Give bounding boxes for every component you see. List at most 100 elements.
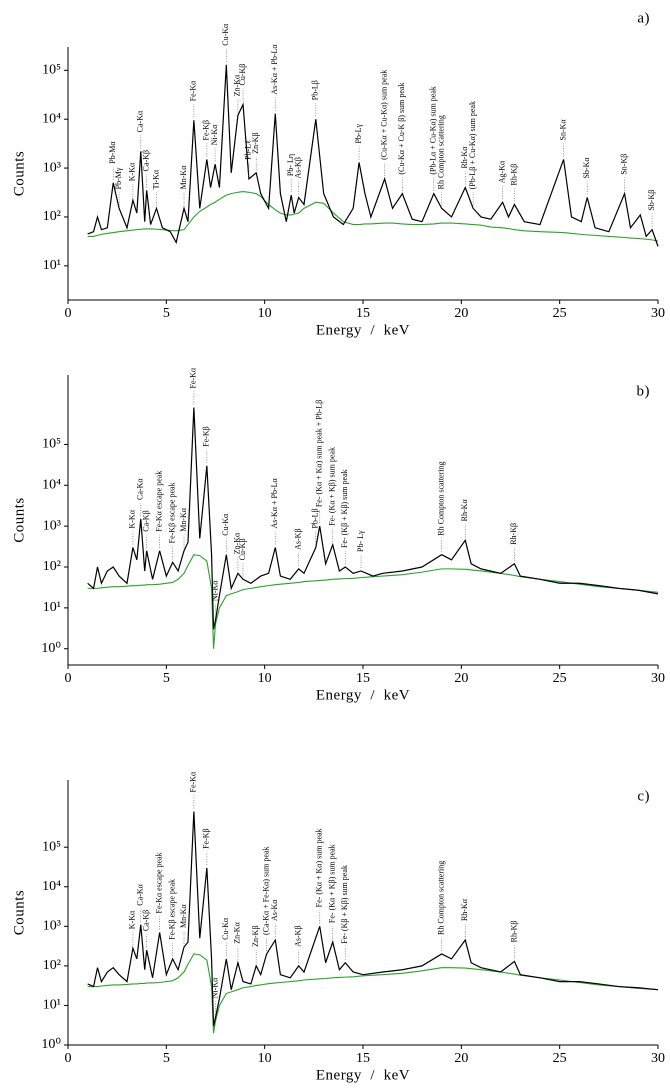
peak-label: Fe-Kα escape peak bbox=[154, 471, 163, 532]
peak-label: Ti-Kα bbox=[151, 169, 160, 189]
x-tick-label: 5 bbox=[163, 671, 170, 686]
spectrum-line bbox=[87, 64, 659, 247]
peak-label: Pb-Lβ bbox=[311, 80, 320, 100]
peak-label: Sb-Kα bbox=[582, 157, 591, 179]
x-axis-label: Energy / keV bbox=[316, 322, 410, 338]
y-tick-label: 10⁴ bbox=[42, 879, 61, 894]
peak-label: As-Kβ bbox=[294, 157, 303, 178]
peak-label: Mn-Kα bbox=[179, 165, 188, 190]
peak-label: Pb-Lℓ bbox=[244, 140, 253, 160]
peak-label: Rh-Kα bbox=[460, 898, 469, 921]
y-tick-label: 10⁴ bbox=[42, 111, 61, 126]
y-tick-label: 10¹ bbox=[43, 258, 61, 273]
peak-label: Fe-Kα bbox=[189, 771, 198, 792]
background-line bbox=[87, 191, 659, 242]
peak-label: Rh-Kβ bbox=[509, 164, 518, 186]
peak-label: Fe- (Kβ + Kβ) sum peak bbox=[340, 469, 349, 548]
y-tick-label: 10⁵ bbox=[42, 437, 61, 452]
peak-label: Ca-Kα bbox=[136, 110, 145, 132]
y-tick-label: 10³ bbox=[43, 160, 61, 175]
peak-label: Fe- (Kα + Kβ) sum peak bbox=[328, 447, 337, 526]
peak-label: K-Kα bbox=[128, 162, 137, 181]
spectrum-line bbox=[87, 811, 659, 1027]
peak-label: Ni-Kα bbox=[210, 580, 219, 601]
peak-label: Rh Compton scattering bbox=[436, 115, 445, 189]
peak-label: Ca-Kα bbox=[136, 478, 145, 500]
peak-label: Cu-Kβ bbox=[238, 64, 247, 86]
x-tick-label: 0 bbox=[65, 306, 72, 321]
x-tick-label: 20 bbox=[454, 671, 468, 686]
y-tick-label: 10⁰ bbox=[41, 1037, 61, 1052]
peak-label: As-Kβ bbox=[294, 528, 303, 549]
peak-label: Cu-Kα bbox=[221, 917, 230, 940]
y-tick-label: 10¹ bbox=[43, 600, 61, 615]
peak-label: Zn-Kα bbox=[233, 74, 242, 96]
peak-label: Rh Compton scattering bbox=[436, 461, 445, 535]
y-axis-label: Counts bbox=[11, 890, 27, 936]
peak-label: Fe-Kα bbox=[189, 80, 198, 101]
y-tick-label: 10³ bbox=[43, 919, 61, 934]
peak-label: Sn-Kα bbox=[558, 119, 567, 141]
x-tick-label: 10 bbox=[258, 1051, 272, 1066]
peak-label: Ca-Kα bbox=[136, 883, 145, 905]
peak-label: Ni-Kα bbox=[210, 977, 219, 998]
peak-label: (Pb-Lβ + Cu-Kα) sum peak bbox=[468, 101, 477, 189]
peak-label: Fe-Kβ escape peak bbox=[167, 482, 176, 543]
peak-label: Ni-Kα bbox=[210, 124, 219, 145]
peak-label: (Pb-Lα + Cu-Kα) sum peak bbox=[429, 86, 438, 174]
x-tick-label: 30 bbox=[651, 1051, 665, 1066]
peak-label: Mn-Kα bbox=[179, 903, 188, 928]
y-tick-label: 10⁵ bbox=[42, 63, 61, 78]
x-tick-label: 25 bbox=[553, 306, 567, 321]
peak-label: As-Kβ bbox=[294, 925, 303, 946]
background-line bbox=[87, 953, 659, 1034]
peak-label: Pb- Lγ bbox=[356, 530, 365, 552]
peak-label: Rh-Kβ bbox=[509, 523, 518, 545]
peak-label: Fe-Kβ bbox=[202, 426, 211, 447]
x-tick-label: 30 bbox=[651, 306, 665, 321]
peak-label: Cu-Kβ bbox=[238, 538, 247, 560]
y-tick-label: 10² bbox=[43, 958, 61, 973]
panel-label: b) bbox=[637, 383, 651, 399]
x-tick-label: 25 bbox=[553, 671, 567, 686]
peak-label: Fe- (Kα + Kα) sum peak bbox=[315, 828, 324, 907]
peak-label: Pb-Mγ bbox=[114, 167, 123, 189]
x-tick-label: 5 bbox=[163, 306, 170, 321]
peak-label: Fe-Kα escape peak bbox=[154, 852, 163, 913]
peak-label: (Cu-Kα + Cu-Kα) sum peak bbox=[379, 70, 388, 160]
x-tick-label: 20 bbox=[454, 306, 468, 321]
y-tick-label: 10⁵ bbox=[42, 839, 61, 854]
peak-label: Ag-Kα bbox=[497, 160, 506, 183]
peak-label: Zn-Kα bbox=[233, 532, 242, 554]
peak-label: Pb-Lβ bbox=[311, 508, 320, 528]
peak-label: Sb-Kβ bbox=[647, 190, 656, 211]
peak-label: Zn-Kα bbox=[233, 921, 242, 943]
peak-label: K-Kα bbox=[128, 509, 137, 528]
x-tick-label: 0 bbox=[65, 1051, 72, 1066]
x-tick-label: 0 bbox=[65, 671, 72, 686]
peak-label: Fe-Kα bbox=[189, 367, 198, 388]
peak-label: Rh Compton scattering bbox=[436, 861, 445, 935]
peak-label: K-Kα bbox=[128, 910, 137, 929]
y-tick-label: 10⁴ bbox=[42, 478, 61, 493]
background-line bbox=[87, 554, 659, 649]
peak-label: Sn-Kβ bbox=[619, 154, 628, 175]
y-tick-label: 10² bbox=[43, 559, 61, 574]
y-axis-label: Counts bbox=[11, 151, 27, 197]
peak-label: Zn-Kβ bbox=[251, 925, 260, 946]
peak-label: As-Kα + Pb-Lα bbox=[270, 44, 279, 95]
x-tick-label: 5 bbox=[163, 1051, 170, 1066]
x-tick-label: 30 bbox=[651, 671, 665, 686]
peak-label: Cu-Kα bbox=[221, 23, 230, 46]
peak-label: (Ca-Kα + Fe-Kα) sum peak bbox=[261, 847, 270, 935]
peak-label: Pb- Lη bbox=[286, 154, 295, 176]
peak-label: Zn-Kβ bbox=[251, 132, 260, 153]
peak-label: Rh-Kα bbox=[460, 146, 469, 169]
peak-label: Ca-Kβ bbox=[141, 510, 150, 531]
peak-label: Fe- (Kα + Kβ) sum peak bbox=[328, 844, 337, 923]
peak-label: Pb-Lγ bbox=[354, 124, 363, 144]
x-tick-label: 15 bbox=[356, 1051, 370, 1066]
x-axis-label: Energy / keV bbox=[316, 687, 410, 703]
peak-label: (Cu-Kα + Cu-K β) sum peak bbox=[397, 83, 406, 175]
